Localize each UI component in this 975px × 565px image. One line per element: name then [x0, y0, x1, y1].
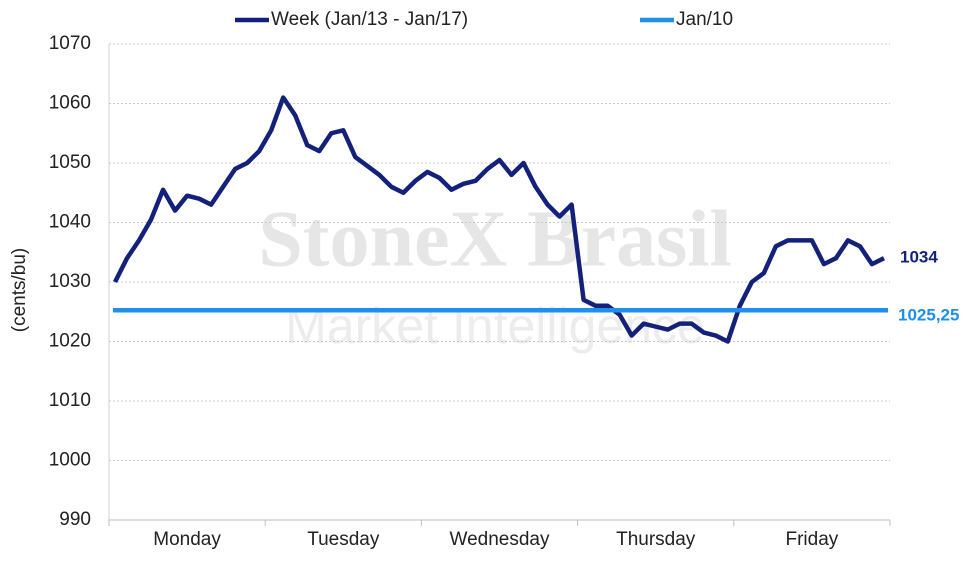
y-tick-label: 1070 — [49, 33, 91, 54]
end-label: 1034 — [900, 248, 938, 267]
line-series — [112, 95, 885, 344]
watermark: StoneX Brasil — [258, 195, 731, 283]
y-tick-label: 990 — [59, 509, 91, 530]
y-tick-label: 1010 — [49, 390, 91, 411]
legend-label: Jan/10 — [676, 9, 733, 30]
y-tick-label: 1060 — [49, 93, 91, 114]
y-tick-label: 1050 — [49, 152, 91, 173]
watermark: Market Intelligence — [285, 298, 705, 354]
end-label: 1025,25 — [898, 306, 959, 325]
y-tick-label: 1030 — [49, 271, 91, 292]
y-tick-label: 1000 — [49, 450, 91, 471]
y-tick-label: 1040 — [49, 212, 91, 233]
legend-label: Week (Jan/13 - Jan/17) — [271, 9, 468, 30]
x-tick-label: Wednesday — [450, 529, 550, 550]
x-tick-label: Friday — [786, 529, 839, 550]
y-axis-label: (cents/bu) — [9, 248, 30, 332]
x-tick-label: Tuesday — [307, 529, 380, 550]
y-tick-label: 1020 — [49, 331, 91, 352]
x-tick-label: Monday — [153, 529, 221, 550]
x-tick-label: Thursday — [616, 529, 696, 550]
